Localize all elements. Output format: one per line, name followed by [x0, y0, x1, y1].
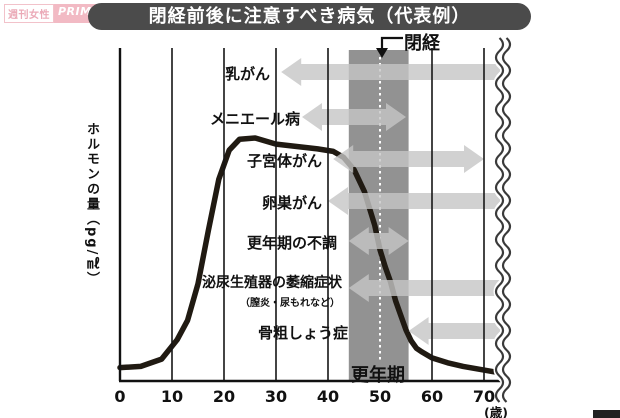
menopause-callout-arrowhead-icon	[376, 48, 388, 58]
x-axis-unit-label: (歳)	[484, 405, 508, 418]
axis-break-gap	[493, 33, 513, 407]
x-tick-label-10: 10	[161, 387, 183, 406]
brand-logo-jp-text: 週刊女性	[4, 4, 54, 23]
disease-label-7: 骨粗しょう症	[257, 324, 348, 342]
menopause-band-label: 更年期	[351, 365, 405, 386]
disease-label-6: 泌尿生殖器の萎縮症状	[202, 275, 342, 291]
menopause-band	[348, 50, 409, 381]
menopause-callout-line	[380, 36, 403, 50]
disease-arrow-1	[281, 58, 500, 86]
disease-label-1: 乳がん	[224, 65, 270, 83]
disease-sublabel-6: （膣炎・尿もれなど）	[240, 298, 340, 309]
chart-title: 閉経前後に注意すべき病気（代表例）	[88, 3, 531, 30]
disease-arrow-7	[408, 317, 500, 345]
y-axis-label: ホルモンの量（pg/㎖）	[84, 122, 99, 287]
disease-label-5: 更年期の不調	[246, 234, 337, 252]
x-tick-label-20: 20	[213, 387, 235, 406]
hormone-curve	[117, 135, 508, 377]
disease-label-2: メニエール病	[209, 110, 300, 128]
x-tick-label-40: 40	[317, 387, 339, 406]
disease-arrow-3	[333, 145, 484, 173]
corner-artifact	[593, 410, 620, 418]
disease-arrow-4	[328, 187, 500, 215]
menopause-callout-label: 閉経	[404, 33, 440, 54]
axis-break-line-left	[494, 37, 505, 403]
x-tick-label-0: 0	[114, 387, 125, 406]
disease-label-4: 卵巣がん	[261, 194, 322, 212]
axis-break-line-right	[501, 37, 512, 403]
x-tick-label-70: 70	[473, 387, 495, 406]
disease-arrow-6	[348, 274, 500, 302]
disease-arrow-5	[348, 227, 409, 255]
x-tick-label-60: 60	[421, 387, 443, 406]
x-tick-label-50: 50	[369, 387, 391, 406]
disease-label-3: 子宮体がん	[246, 152, 322, 170]
x-tick-label-30: 30	[265, 387, 287, 406]
